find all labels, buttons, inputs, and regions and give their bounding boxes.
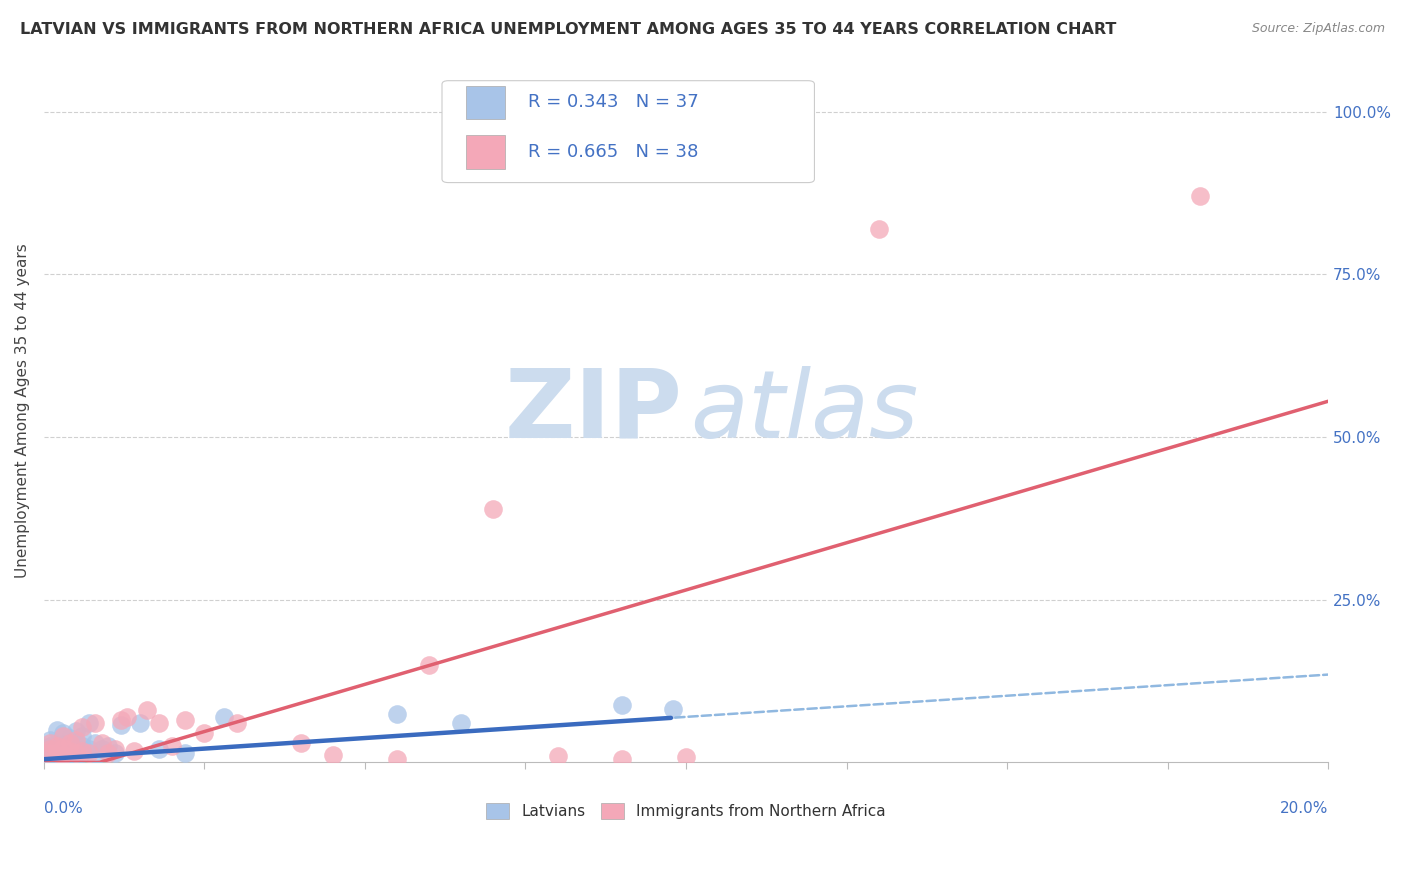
Point <box>77 716 100 731</box>
Point <box>72 730 94 744</box>
Point <box>610 698 633 713</box>
Legend: Latvians, Immigrants from Northern Africa: Latvians, Immigrants from Northern Afric… <box>481 797 891 825</box>
Text: 20.0%: 20.0% <box>1279 801 1329 816</box>
Point <box>35 742 58 756</box>
Point <box>58 736 80 750</box>
Point <box>45 746 67 760</box>
Point <box>39 747 62 762</box>
Point <box>610 752 633 766</box>
Point <box>1188 189 1211 203</box>
Point <box>77 746 100 760</box>
Point <box>84 748 107 763</box>
Point <box>450 716 472 731</box>
Point <box>65 724 87 739</box>
Text: ZIP: ZIP <box>505 365 682 458</box>
Point <box>174 746 197 760</box>
Point <box>225 716 247 731</box>
Text: atlas: atlas <box>690 366 918 457</box>
Point <box>72 720 94 734</box>
Point <box>662 702 685 716</box>
Point <box>103 746 125 760</box>
Point <box>72 739 94 754</box>
Point <box>45 739 67 754</box>
Point <box>117 710 139 724</box>
FancyBboxPatch shape <box>441 80 814 183</box>
Point <box>39 739 62 754</box>
Point <box>65 734 87 748</box>
Point <box>193 726 215 740</box>
Point <box>39 732 62 747</box>
Point <box>45 723 67 737</box>
Point <box>90 742 112 756</box>
Point <box>58 746 80 760</box>
Point <box>129 716 152 731</box>
Point <box>84 736 107 750</box>
Point <box>90 736 112 750</box>
Point <box>58 739 80 754</box>
Point <box>52 741 75 756</box>
Point <box>65 747 87 762</box>
Point <box>39 736 62 750</box>
Point <box>39 742 62 756</box>
Point <box>148 716 170 731</box>
Point <box>77 742 100 756</box>
Point <box>97 746 120 760</box>
Point <box>72 744 94 758</box>
Point <box>84 716 107 731</box>
Point <box>385 706 408 721</box>
FancyBboxPatch shape <box>467 135 505 169</box>
Point <box>52 748 75 763</box>
Text: R = 0.665   N = 38: R = 0.665 N = 38 <box>529 143 699 161</box>
Point <box>547 748 569 763</box>
Point <box>110 717 132 731</box>
Point <box>290 736 312 750</box>
Point <box>148 742 170 756</box>
FancyBboxPatch shape <box>467 86 505 120</box>
Point <box>322 747 344 762</box>
Text: Source: ZipAtlas.com: Source: ZipAtlas.com <box>1251 22 1385 36</box>
Point <box>110 713 132 727</box>
Point <box>65 732 87 747</box>
Point <box>58 731 80 745</box>
Point <box>868 222 890 236</box>
Y-axis label: Unemployment Among Ages 35 to 44 years: Unemployment Among Ages 35 to 44 years <box>15 244 30 578</box>
Point <box>45 746 67 760</box>
Text: R = 0.343   N = 37: R = 0.343 N = 37 <box>529 94 699 112</box>
Point <box>162 739 184 754</box>
Point <box>103 742 125 756</box>
Point <box>174 713 197 727</box>
Point <box>418 657 440 672</box>
Point <box>52 747 75 762</box>
Point <box>385 752 408 766</box>
Text: 0.0%: 0.0% <box>44 801 83 816</box>
Point <box>482 501 505 516</box>
Point <box>65 746 87 760</box>
Point <box>45 741 67 756</box>
Point <box>52 730 75 744</box>
Point <box>52 744 75 758</box>
Point <box>58 744 80 758</box>
Point <box>65 742 87 756</box>
Point <box>52 726 75 740</box>
Point <box>52 737 75 751</box>
Point <box>35 746 58 760</box>
Point <box>72 746 94 760</box>
Point <box>675 750 697 764</box>
Point <box>212 710 235 724</box>
Point <box>135 703 157 717</box>
Point <box>97 739 120 754</box>
Point <box>122 744 145 758</box>
Text: LATVIAN VS IMMIGRANTS FROM NORTHERN AFRICA UNEMPLOYMENT AMONG AGES 35 TO 44 YEAR: LATVIAN VS IMMIGRANTS FROM NORTHERN AFRI… <box>20 22 1116 37</box>
